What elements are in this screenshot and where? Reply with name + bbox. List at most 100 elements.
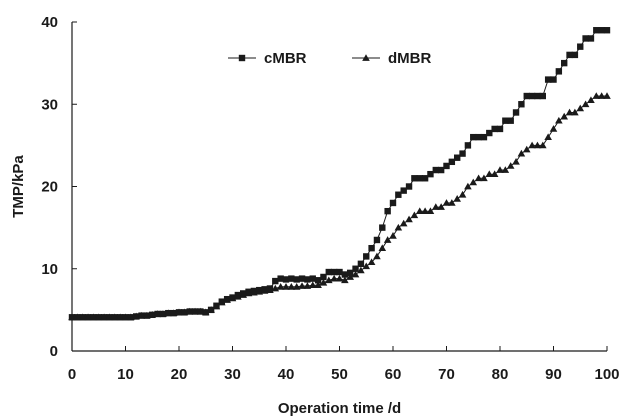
series-line bbox=[72, 95, 607, 318]
triangle-marker bbox=[587, 96, 595, 103]
triangle-marker bbox=[485, 170, 494, 178]
triangle-marker bbox=[533, 141, 542, 149]
triangle-marker bbox=[303, 282, 312, 289]
triangle-marker bbox=[421, 207, 429, 215]
triangle-marker bbox=[410, 211, 419, 219]
triangle-marker bbox=[175, 308, 183, 316]
triangle-marker bbox=[244, 289, 253, 297]
triangle-marker bbox=[84, 313, 92, 321]
square-marker bbox=[384, 207, 391, 215]
square-marker bbox=[368, 244, 375, 252]
series-layer bbox=[68, 27, 611, 321]
triangle-marker bbox=[314, 281, 322, 289]
triangle-marker bbox=[137, 311, 146, 319]
triangle-marker bbox=[346, 273, 354, 280]
square-marker bbox=[470, 133, 477, 141]
square-marker bbox=[363, 253, 370, 260]
square-marker bbox=[555, 68, 563, 75]
square-marker bbox=[528, 92, 536, 100]
triangle-marker bbox=[78, 313, 87, 321]
square-marker bbox=[566, 51, 573, 59]
square-marker bbox=[523, 92, 530, 100]
axes bbox=[71, 22, 607, 352]
square-marker bbox=[550, 76, 557, 83]
square-marker bbox=[373, 236, 381, 244]
square-marker bbox=[486, 129, 493, 137]
square-marker bbox=[454, 154, 461, 161]
legend-item-dMBR: dMBR bbox=[352, 50, 431, 67]
triangle-marker bbox=[367, 258, 376, 266]
x-axis-title: Operation time /d bbox=[278, 400, 401, 417]
triangle-marker bbox=[469, 178, 478, 186]
triangle-marker bbox=[592, 92, 601, 99]
y-tick-label: 30 bbox=[41, 96, 58, 113]
triangle-marker bbox=[373, 252, 381, 260]
square-marker bbox=[432, 166, 439, 174]
square-marker bbox=[603, 27, 611, 34]
triangle-marker bbox=[121, 313, 130, 321]
legend-label: cMBR bbox=[264, 50, 307, 67]
triangle-marker bbox=[474, 174, 483, 182]
square-marker bbox=[507, 117, 514, 124]
triangle-marker bbox=[576, 104, 585, 112]
square-marker bbox=[298, 275, 306, 282]
triangle-marker bbox=[218, 298, 226, 306]
triangle-marker bbox=[341, 276, 349, 284]
square-marker bbox=[464, 142, 472, 149]
square-marker bbox=[475, 133, 482, 141]
triangle-marker bbox=[426, 207, 435, 215]
x-tick-label: 10 bbox=[117, 366, 134, 383]
square-marker bbox=[352, 265, 359, 272]
triangle-marker bbox=[555, 116, 563, 124]
triangle-marker bbox=[116, 313, 124, 321]
legend-item-cMBR: cMBR bbox=[228, 50, 307, 67]
y-tick-label: 20 bbox=[41, 179, 58, 196]
triangle-marker bbox=[185, 307, 194, 315]
triangle-marker bbox=[603, 92, 611, 99]
square-marker bbox=[518, 101, 525, 108]
square-marker bbox=[272, 277, 279, 285]
square-marker bbox=[330, 268, 338, 276]
square-marker bbox=[421, 175, 429, 182]
triangle-marker bbox=[394, 223, 403, 231]
triangle-marker bbox=[506, 162, 515, 169]
triangle-marker bbox=[201, 308, 210, 316]
square-marker bbox=[491, 125, 498, 133]
triangle-marker bbox=[89, 313, 98, 321]
square-marker bbox=[347, 269, 354, 277]
triangle-marker bbox=[378, 244, 387, 252]
square-marker bbox=[379, 224, 386, 231]
square-marker bbox=[395, 191, 402, 198]
triangle-marker bbox=[464, 182, 472, 190]
x-tick-label: 0 bbox=[68, 366, 76, 383]
triangle-marker bbox=[287, 283, 296, 290]
series-dMBR bbox=[68, 92, 611, 321]
square-marker bbox=[544, 76, 552, 83]
triangle-marker bbox=[94, 313, 103, 321]
triangle-marker bbox=[539, 141, 547, 149]
triangle-marker bbox=[148, 311, 157, 318]
triangle-marker bbox=[196, 307, 205, 315]
y-tick-label: 10 bbox=[41, 261, 58, 278]
triangle-marker bbox=[415, 207, 424, 215]
triangle-marker bbox=[528, 141, 536, 149]
triangle-marker bbox=[597, 92, 606, 99]
y-axis-title: TMP/kPa bbox=[10, 155, 27, 218]
legend: cMBR dMBR bbox=[228, 50, 431, 67]
triangle-marker bbox=[480, 174, 488, 182]
square-marker bbox=[416, 175, 423, 182]
triangle-marker bbox=[362, 262, 371, 270]
square-marker bbox=[448, 158, 456, 166]
triangle-marker bbox=[432, 203, 440, 210]
triangle-marker bbox=[132, 312, 140, 320]
square-marker bbox=[480, 133, 488, 141]
triangle-marker bbox=[448, 199, 456, 206]
square-marker bbox=[411, 175, 418, 182]
triangle-marker bbox=[153, 310, 162, 317]
triangle-marker bbox=[442, 199, 451, 206]
triangle-marker bbox=[571, 108, 579, 116]
triangle-marker bbox=[68, 313, 76, 321]
x-tick-label: 30 bbox=[224, 366, 241, 383]
square-marker bbox=[341, 271, 349, 278]
